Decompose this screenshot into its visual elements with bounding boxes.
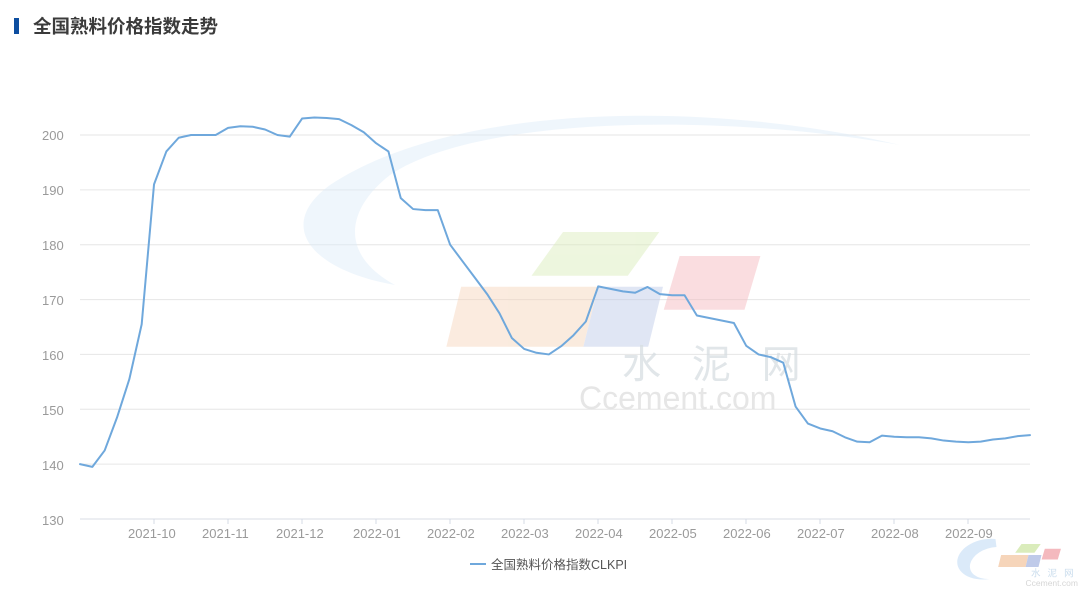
svg-text:Ccement.com: Ccement.com [579, 380, 776, 416]
svg-text:Ccement.com: Ccement.com [1026, 578, 1078, 588]
